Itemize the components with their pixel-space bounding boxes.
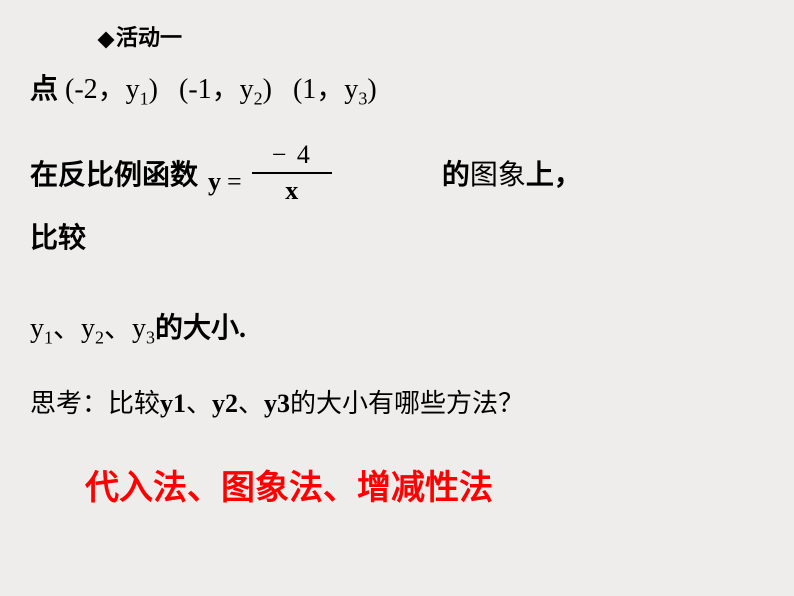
function-prefix: 在反比例函数 [30, 153, 198, 193]
point3-close: ) [367, 74, 376, 105]
point1-open: (-2，y [65, 74, 140, 105]
equation: y = − 4 x [208, 140, 332, 206]
y3-sub: 3 [146, 327, 155, 347]
q-suffix: 的大小有哪些方法？ [290, 389, 524, 418]
activity-header: 活动一 [100, 20, 764, 52]
fraction: − 4 x [252, 140, 332, 206]
y1: y [30, 313, 44, 344]
equation-y: y [208, 149, 221, 197]
point3-open: (1，y [293, 74, 358, 105]
function-line: 在反比例函数 y = − 4 x 的图象上， [30, 140, 764, 206]
y1-sub: 1 [44, 327, 53, 347]
q-y3: y3 [264, 389, 290, 418]
point1-sub: 1 [140, 89, 149, 109]
compare-label: 比较 [30, 216, 764, 256]
function-suffix: 的图象上， [442, 153, 582, 193]
denominator: x [285, 174, 298, 206]
answer-line: 代入法、图象法、增减性法 [85, 460, 764, 509]
q-y2: y2 [212, 389, 238, 418]
diamond-icon [98, 31, 115, 48]
y3: y [132, 313, 146, 344]
y-values-line: y1、y2、y3的大小. [30, 306, 764, 349]
header-text: 活动一 [116, 25, 182, 50]
sep1: 、 [53, 313, 81, 344]
points-line: 点 (-2，y1) (-1，y2) (1，y3) [30, 67, 764, 110]
suffix-bold1: 的 [442, 160, 470, 191]
point2-close: ) [263, 74, 272, 105]
q-prefix: 思考：比较 [30, 389, 160, 418]
equation-equals: = [227, 149, 242, 197]
q-sep2: 、 [238, 389, 264, 418]
q-sep1: 、 [186, 389, 212, 418]
y2-sub: 2 [95, 327, 104, 347]
suffix-bold2: 上， [526, 160, 582, 191]
point1-close: ) [149, 74, 158, 105]
y2: y [81, 313, 95, 344]
suffix-normal: 图象 [470, 160, 526, 191]
question-line: 思考：比较y1、y2、y3的大小有哪些方法？ [30, 383, 764, 420]
numerator: − 4 [252, 140, 332, 174]
point2-open: (-1，y [179, 74, 254, 105]
point3-sub: 3 [358, 89, 367, 109]
point2-sub: 2 [254, 89, 263, 109]
point-label: 点 [30, 74, 58, 105]
q-y1: y1 [160, 389, 186, 418]
slide-content: 活动一 点 (-2，y1) (-1，y2) (1，y3) 在反比例函数 y = … [0, 0, 794, 596]
y-tail: 的大小. [155, 313, 246, 344]
sep2: 、 [104, 313, 132, 344]
